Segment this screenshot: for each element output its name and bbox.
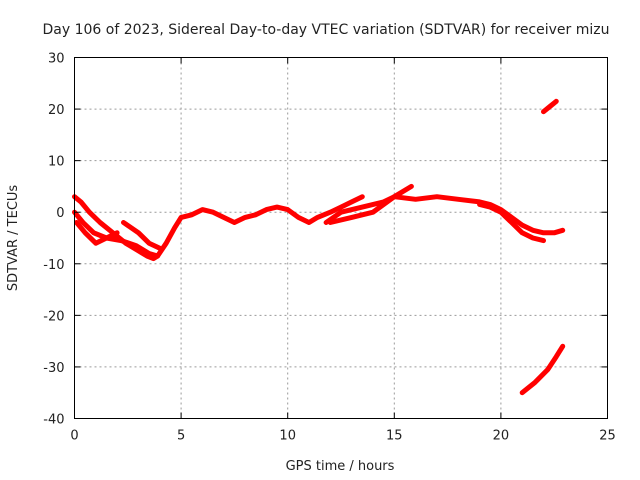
x-tick-label: 10 bbox=[279, 429, 296, 444]
series-satellite-track-f bbox=[327, 183, 414, 225]
series-satellite-track-b bbox=[72, 194, 365, 259]
y-tick-label: 10 bbox=[48, 155, 65, 170]
y-tick-label: -40 bbox=[43, 413, 64, 428]
y-tick-label: -10 bbox=[43, 258, 64, 273]
axis-ticks: 0 5 10 15 20 25 -40 -30 -20 -10 0 10 20 30 bbox=[43, 52, 616, 444]
y-tick-label: -20 bbox=[43, 309, 64, 324]
series-satellite-track-e bbox=[323, 194, 566, 236]
x-tick-label: 20 bbox=[493, 429, 510, 444]
x-tick-label: 15 bbox=[386, 429, 403, 444]
plot-frame bbox=[74, 57, 608, 419]
series-satellite-track-i bbox=[519, 343, 566, 396]
y-tick-label: 20 bbox=[48, 103, 65, 118]
x-tick-label: 5 bbox=[177, 429, 185, 444]
y-tick-label: 0 bbox=[56, 206, 64, 221]
x-axis-label: GPS time / hours bbox=[286, 459, 395, 474]
series-satellite-track-c bbox=[74, 220, 120, 246]
x-tick-label: 25 bbox=[599, 429, 616, 444]
chart-title: Day 106 of 2023, Sidereal Day-to-day VTE… bbox=[43, 22, 610, 38]
plot-series bbox=[72, 98, 566, 396]
y-tick-label: -30 bbox=[43, 361, 64, 376]
y-tick-label: 30 bbox=[48, 52, 65, 67]
x-tick-label: 0 bbox=[70, 429, 78, 444]
series-satellite-track-h bbox=[541, 98, 559, 115]
series-satellite-track-d bbox=[121, 220, 163, 251]
y-axis-label: SDTVAR / TECUs bbox=[6, 185, 21, 292]
series-satellite-track-g bbox=[477, 202, 546, 244]
